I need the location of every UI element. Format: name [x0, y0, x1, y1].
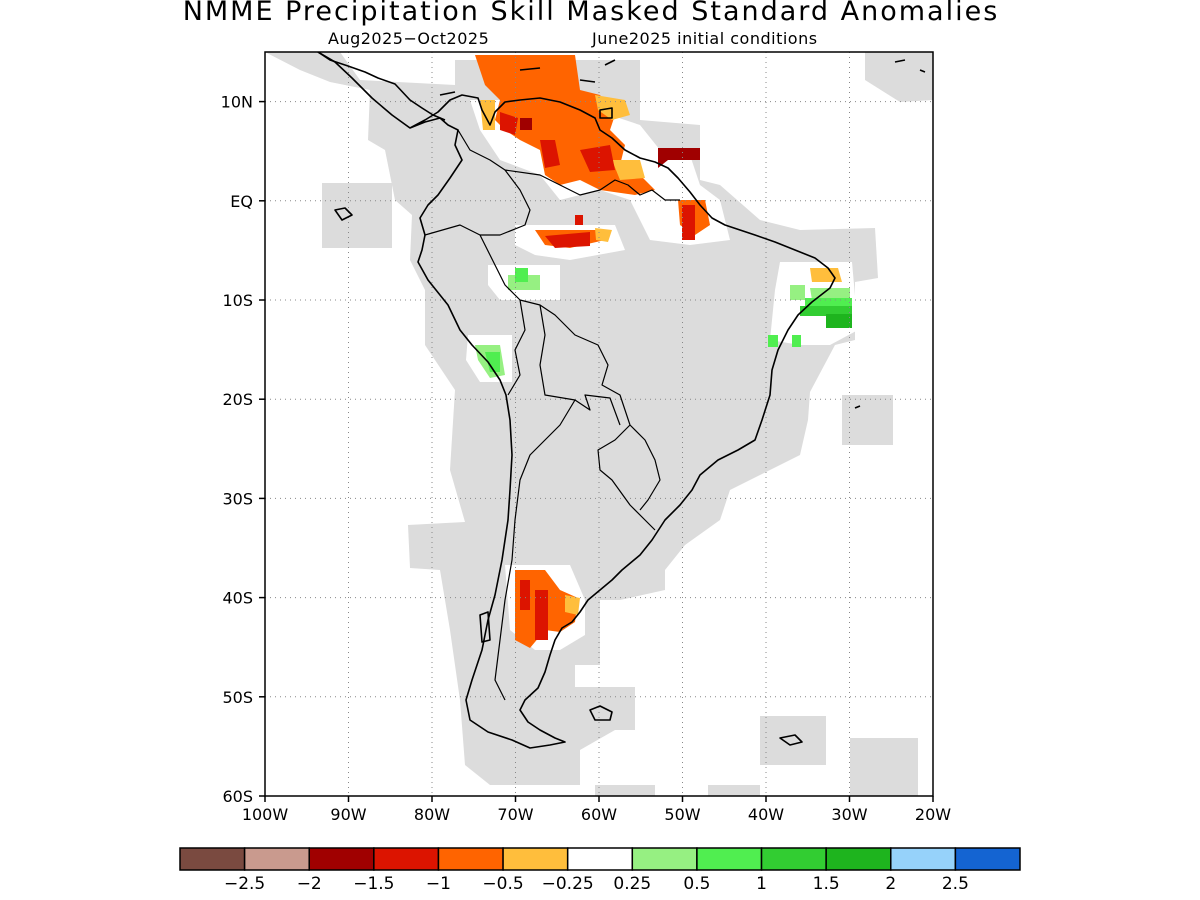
lon-label: 90W [330, 805, 366, 824]
country-borders [424, 129, 680, 701]
lon-label: 70W [497, 805, 533, 824]
map-grid [265, 52, 933, 796]
lat-label: 60S [222, 787, 253, 806]
map-title: NMME Precipitation Skill Masked Standard… [182, 0, 1000, 27]
colorbar-label: 0.5 [683, 874, 710, 894]
anomaly-green [485, 352, 500, 372]
colorbar-label: −2.5 [224, 874, 265, 894]
colorbar-swatch [696, 847, 763, 871]
anomaly-layer [466, 55, 858, 650]
caribbean-islands [439, 59, 926, 409]
colorbar-label: −2 [297, 874, 322, 894]
anomaly-red [682, 205, 695, 240]
coastline-layer [317, 52, 926, 749]
colorbar-swatch [373, 847, 440, 871]
colorbar-label: 2 [885, 874, 896, 894]
south-georgia-coast [779, 734, 803, 746]
anomaly-green [515, 268, 528, 282]
skill-mask-south-atlantic [842, 395, 893, 445]
colorbar-swatch [631, 847, 698, 871]
galapagos-coast [334, 207, 353, 221]
skill-mask-georgia [760, 716, 826, 765]
colorbar-label: −1.5 [353, 874, 394, 894]
anomaly-green [768, 335, 801, 347]
falklands-coast [589, 705, 613, 721]
anomaly-medgreen [800, 306, 852, 316]
colorbar-swatch [890, 847, 957, 871]
anomaly-red [540, 140, 560, 168]
colorbar-label: 0.25 [613, 874, 651, 894]
colorbar-label: 2.5 [942, 874, 969, 894]
skill-mask-atlantic-ne [865, 52, 933, 102]
colorbar-label: −1 [426, 874, 451, 894]
south-america-coastline [317, 52, 836, 749]
initial-conditions: June2025 initial conditions [592, 29, 818, 48]
colorbar-label: −0.5 [482, 874, 523, 894]
lon-label: 60W [581, 805, 617, 824]
anomaly-darkred [520, 118, 532, 130]
lat-label: 10S [222, 291, 253, 310]
anomaly-red [575, 215, 583, 225]
anomaly-red [520, 580, 530, 610]
colorbar-label: −0.25 [542, 874, 594, 894]
colorbar-swatch [825, 847, 892, 871]
anomaly-darkred [658, 148, 700, 168]
colorbar-swatch [566, 847, 634, 871]
lon-label: 40W [748, 805, 784, 824]
lon-label: 80W [414, 805, 450, 824]
lon-label: 20W [915, 805, 951, 824]
lat-label: EQ [230, 192, 253, 211]
lon-label: 30W [831, 805, 867, 824]
longitude-axis: 100W 90W 80W 70W 60W 50W 40W 30W 20W [242, 796, 951, 824]
lat-label: 50S [222, 688, 253, 707]
lat-label: 20S [222, 390, 253, 409]
colorbar-swatch [954, 847, 1021, 871]
lon-label: 50W [664, 805, 700, 824]
anomaly-darkgreen [826, 314, 852, 328]
colorbar-label: 1 [756, 874, 767, 894]
central-america-coastline [317, 52, 446, 121]
skill-mask-galapagos [322, 183, 392, 248]
colorbar-swatch [502, 847, 569, 871]
trinidad-coast [599, 107, 613, 119]
anomaly-red [545, 232, 590, 248]
colorbar-swatch [308, 847, 375, 871]
colorbar: −2.5 −2 −1.5 −1 −0.5 −0.25 0.25 0.5 1 1.5 2 2.5 [179, 847, 1021, 894]
colorbar-swatch [437, 847, 504, 871]
anomaly-red [535, 590, 548, 640]
latitude-axis: 10N EQ 10S 20S 30S 40S 50S 60S [221, 93, 265, 806]
colorbar-label: 1.5 [813, 874, 840, 894]
lat-label: 10N [221, 93, 253, 112]
anomaly-yellow [595, 228, 612, 242]
colorbar-swatch [179, 847, 246, 871]
colorbar-swatch [760, 847, 827, 871]
anomaly-red [500, 112, 518, 135]
chiloe-coast [479, 611, 491, 643]
lat-label: 40S [222, 589, 253, 608]
anomaly-yellow [565, 595, 580, 615]
lat-label: 30S [222, 489, 253, 508]
colorbar-swatch [243, 847, 310, 871]
anomaly-yellow [612, 160, 645, 180]
anomaly-lightgreen [790, 285, 805, 300]
lon-label: 100W [242, 805, 289, 824]
anomaly-lightgreen [810, 288, 850, 300]
anomaly-red [580, 145, 615, 172]
anomaly-yellow [810, 268, 842, 282]
skill-mask-south-strip [595, 785, 760, 796]
skill-mask-sandwich [850, 738, 918, 796]
forecast-period: Aug2025−Oct2025 [328, 29, 490, 48]
